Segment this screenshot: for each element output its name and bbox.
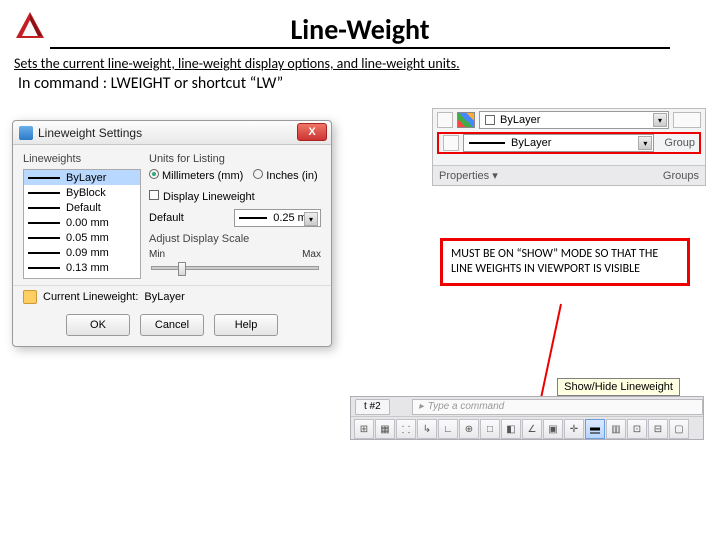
scale-max-label: Max — [302, 249, 321, 260]
lineweight-option[interactable]: Default — [24, 200, 140, 215]
color-picker-button[interactable] — [457, 112, 475, 128]
default-lineweight-dropdown[interactable]: 0.25 mm ▾ — [234, 209, 321, 227]
color-bylayer-dropdown[interactable]: ByLayer ▾ — [479, 111, 669, 129]
osnap-button[interactable]: □ — [480, 419, 500, 439]
groups-panel-label: Groups — [663, 170, 699, 182]
radio-icon — [149, 169, 159, 179]
ortho-button[interactable]: ∟ — [438, 419, 458, 439]
callout-text: MUST BE ON “SHOW” MODE SO THAT THE LINE … — [451, 247, 658, 276]
autocad-logo — [12, 8, 48, 44]
units-label: Units for Listing — [149, 153, 321, 165]
otrack-button[interactable]: ∠ — [522, 419, 542, 439]
3dosnap-button[interactable]: ◧ — [501, 419, 521, 439]
properties-panel-label: Properties ▾ — [439, 169, 498, 182]
dialog-title: Lineweight Settings — [38, 126, 142, 140]
infer-button[interactable]: ↳ — [417, 419, 437, 439]
lineweight-option[interactable]: 0.00 mm — [24, 215, 140, 230]
display-lineweight-checkbox[interactable]: Display Lineweight — [149, 191, 255, 203]
properties-panel: ByLayer ▾ ByLayer ▾ Group Properties ▾ G… — [432, 108, 706, 186]
lineweight-listbox[interactable]: ByLayer ByBlock Default 0.00 mm 0.05 mm 0.09 … — [23, 169, 141, 279]
lineweight-option-label: 0.09 mm — [66, 247, 109, 259]
warning-callout: MUST BE ON “SHOW” MODE SO THAT THE LINE … — [440, 238, 690, 286]
current-lw-label: Current Lineweight: — [43, 291, 138, 303]
checkbox-icon — [149, 190, 159, 200]
line-swatch — [28, 222, 60, 224]
line-swatch — [469, 142, 505, 144]
page-title: Line-Weight — [50, 0, 670, 49]
radio-mm[interactable]: Millimeters (mm) — [149, 169, 243, 182]
transparency-button[interactable]: ▥ — [606, 419, 626, 439]
command-hint: In command : LWEIGHT or shortcut “LW” — [18, 74, 706, 93]
qp-button[interactable]: ⊡ — [627, 419, 647, 439]
snap-button[interactable]: ⸬ — [396, 419, 416, 439]
lineweight-option-label: 0.05 mm — [66, 232, 109, 244]
grid-button[interactable]: ▦ — [375, 419, 395, 439]
radio-icon — [253, 169, 263, 179]
layout-tab[interactable]: t #2 — [355, 399, 390, 415]
help-button[interactable]: Help — [214, 314, 278, 336]
lineweight-settings-dialog: Lineweight Settings X Lineweights ByLaye… — [12, 120, 332, 347]
lineweight-icon[interactable] — [443, 135, 459, 151]
lineweight-icon — [23, 290, 37, 304]
lineweight-option[interactable]: 0.13 mm — [24, 260, 140, 275]
line-swatch — [28, 267, 60, 269]
command-input[interactable]: ▸ Type a command — [412, 399, 703, 415]
polar-button[interactable]: ⊕ — [459, 419, 479, 439]
line-swatch — [239, 217, 267, 219]
sc-button[interactable]: ⊟ — [648, 419, 668, 439]
lineweight-option[interactable]: 0.09 mm — [24, 245, 140, 260]
dyn-button[interactable]: ✛ — [564, 419, 584, 439]
lineweight-option-label: Default — [66, 202, 101, 214]
close-button[interactable]: X — [297, 123, 327, 141]
line-swatch — [28, 207, 60, 209]
match-properties-icon[interactable] — [437, 112, 453, 128]
chevron-down-icon: ▾ — [653, 113, 667, 127]
ducs-button[interactable]: ▣ — [543, 419, 563, 439]
am-button[interactable]: ▢ — [669, 419, 689, 439]
lineweight-option[interactable]: 0.05 mm — [24, 230, 140, 245]
line-swatch — [28, 237, 60, 239]
scale-min-label: Min — [149, 249, 165, 260]
lineweight-option[interactable]: ByBlock — [24, 185, 140, 200]
page-subtitle: Sets the current line-weight, line-weigh… — [14, 55, 706, 72]
radio-in[interactable]: Inches (in) — [253, 169, 317, 182]
current-lw-value: ByLayer — [144, 291, 184, 303]
chevron-down-icon: ▾ — [638, 136, 652, 150]
display-scale-slider[interactable] — [151, 266, 319, 270]
line-swatch — [28, 177, 60, 179]
status-buttons: ⊞ ▦ ⸬ ↳ ∟ ⊕ □ ◧ ∠ ▣ ✛ ▥ ⊡ ⊟ ▢ — [351, 417, 703, 441]
lineweight-tooltip: Show/Hide Lineweight — [557, 378, 680, 396]
lineweight-option-label: ByBlock — [66, 187, 106, 199]
lineweight-option[interactable]: ByLayer — [24, 170, 140, 185]
dialog-titlebar[interactable]: Lineweight Settings X — [13, 121, 331, 145]
show-hide-lineweight-button[interactable] — [585, 419, 605, 439]
line-swatch — [28, 252, 60, 254]
lineweights-label: Lineweights — [23, 153, 141, 165]
adjust-scale-label: Adjust Display Scale — [149, 233, 321, 245]
status-bar: t #2 ▸ Type a command ⊞ ▦ ⸬ ↳ ∟ ⊕ □ ◧ ∠ … — [350, 396, 704, 440]
group-label: Group — [664, 137, 695, 149]
square-icon — [485, 115, 495, 125]
model-space-button[interactable]: ⊞ — [354, 419, 374, 439]
lineweight-option-label: ByLayer — [66, 172, 106, 184]
group-icon[interactable] — [673, 112, 701, 128]
default-label: Default — [149, 212, 184, 224]
cancel-button[interactable]: Cancel — [140, 314, 204, 336]
lineweight-option-label: 0.13 mm — [66, 262, 109, 274]
ok-button[interactable]: OK — [66, 314, 130, 336]
lineweight-option-label: 0.00 mm — [66, 217, 109, 229]
line-swatch — [28, 192, 60, 194]
lineweight-bylayer-dropdown[interactable]: ByLayer ▾ — [463, 134, 654, 152]
chevron-down-icon: ▾ — [304, 212, 318, 226]
dialog-icon — [19, 126, 33, 140]
slider-thumb[interactable] — [178, 262, 186, 276]
